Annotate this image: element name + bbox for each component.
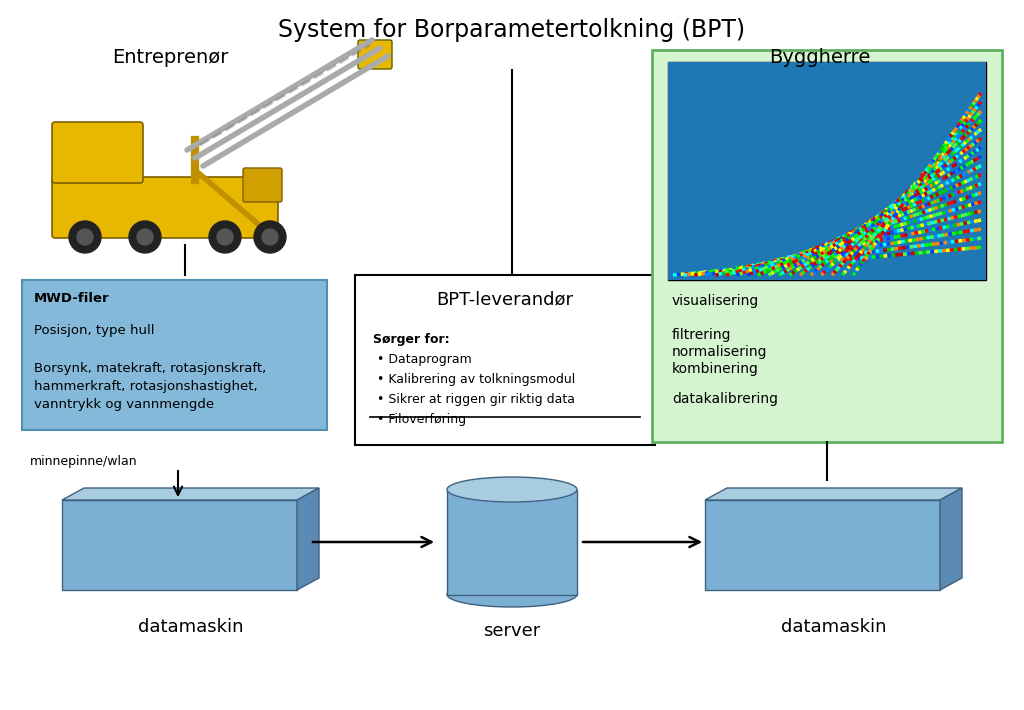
FancyBboxPatch shape — [52, 122, 143, 183]
FancyBboxPatch shape — [22, 280, 327, 430]
Polygon shape — [940, 488, 962, 590]
Text: kombinering: kombinering — [672, 362, 759, 376]
Text: server: server — [483, 622, 541, 640]
Text: Byggherre: Byggherre — [769, 48, 870, 67]
Text: normalisering: normalisering — [672, 345, 768, 359]
Text: datamaskin: datamaskin — [780, 618, 886, 636]
Circle shape — [209, 221, 241, 253]
Bar — [447, 489, 577, 594]
Text: • Kalibrering av tolkningsmodul: • Kalibrering av tolkningsmodul — [377, 373, 575, 386]
Text: MWD-filer: MWD-filer — [34, 292, 110, 305]
Circle shape — [137, 229, 153, 245]
Text: datamaskin: datamaskin — [138, 618, 244, 636]
Polygon shape — [705, 500, 940, 590]
Circle shape — [129, 221, 161, 253]
Text: minnepinne/wlan: minnepinne/wlan — [30, 456, 137, 469]
Text: datakalibrering: datakalibrering — [672, 392, 778, 406]
Ellipse shape — [447, 582, 577, 607]
Text: Entreprenør: Entreprenør — [112, 48, 228, 67]
Polygon shape — [62, 488, 319, 500]
FancyBboxPatch shape — [52, 177, 278, 238]
Text: System for Borparametertolkning (BPT): System for Borparametertolkning (BPT) — [279, 18, 745, 42]
Text: visualisering: visualisering — [672, 294, 759, 308]
Polygon shape — [705, 488, 962, 500]
Text: • Filoverføring: • Filoverføring — [377, 413, 466, 426]
Text: • Dataprogram: • Dataprogram — [377, 353, 472, 366]
Text: filtrering: filtrering — [672, 328, 731, 342]
Text: Borsynk, matekraft, rotasjonskraft,
hammerkraft, rotasjonshastighet,
vanntrykk o: Borsynk, matekraft, rotasjonskraft, hamm… — [34, 362, 266, 411]
FancyBboxPatch shape — [355, 275, 655, 445]
Polygon shape — [297, 488, 319, 590]
Text: Sørger for:: Sørger for: — [373, 333, 450, 346]
Polygon shape — [62, 500, 297, 590]
Circle shape — [69, 221, 101, 253]
FancyBboxPatch shape — [358, 40, 392, 69]
FancyBboxPatch shape — [243, 168, 282, 202]
Circle shape — [77, 229, 93, 245]
Circle shape — [217, 229, 233, 245]
Text: BPT-leverandør: BPT-leverandør — [436, 290, 573, 308]
Text: Posisjon, type hull: Posisjon, type hull — [34, 324, 155, 337]
FancyBboxPatch shape — [668, 62, 986, 280]
FancyBboxPatch shape — [652, 50, 1002, 442]
Text: • Sikrer at riggen gir riktig data: • Sikrer at riggen gir riktig data — [377, 393, 575, 406]
Circle shape — [254, 221, 286, 253]
Ellipse shape — [447, 477, 577, 502]
Circle shape — [262, 229, 278, 245]
Bar — [668, 62, 986, 280]
